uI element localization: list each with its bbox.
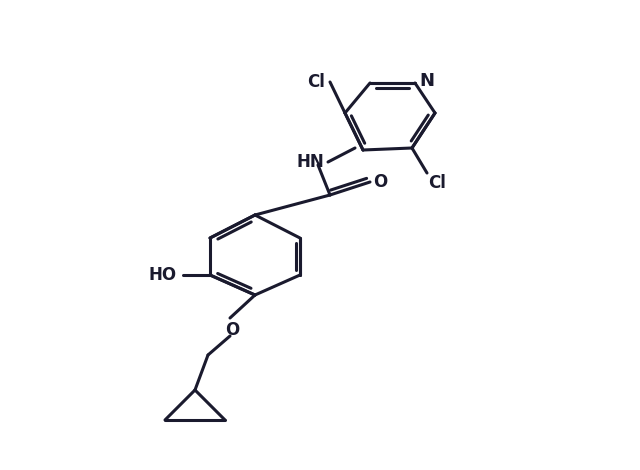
Text: O: O [225, 321, 239, 339]
Text: Cl: Cl [307, 73, 325, 91]
Text: Cl: Cl [428, 174, 446, 192]
Text: N: N [419, 72, 435, 90]
Text: O: O [373, 173, 387, 191]
Text: HN: HN [296, 153, 324, 171]
Text: HO: HO [149, 266, 177, 284]
